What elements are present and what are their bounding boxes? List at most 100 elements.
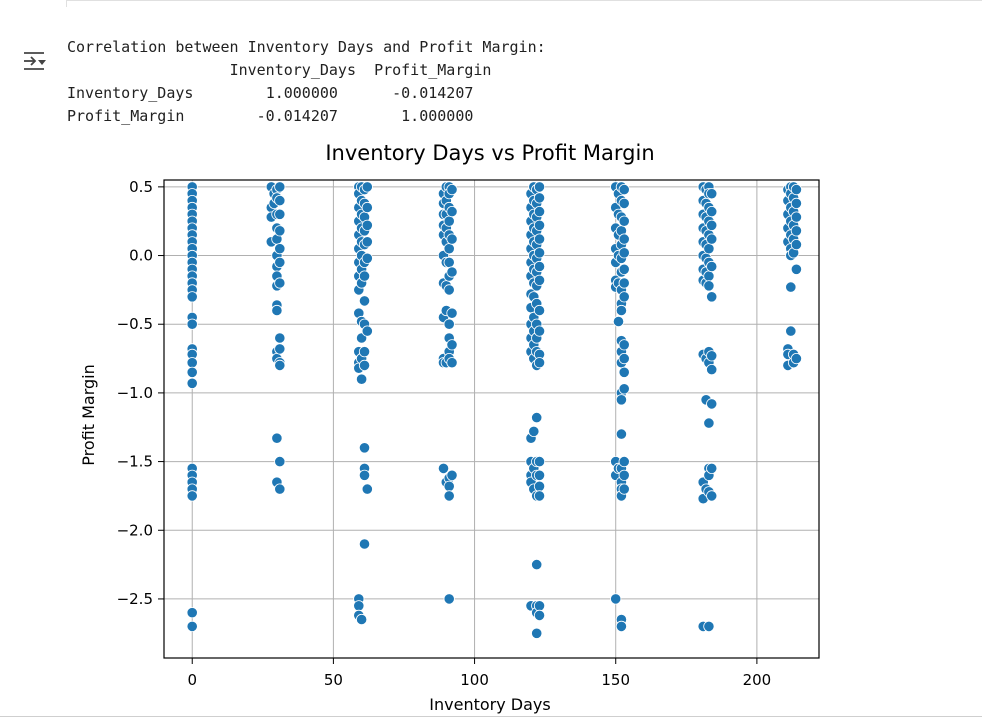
- data-point: [361, 201, 373, 214]
- data-point: [446, 469, 458, 481]
- data-point: [790, 225, 803, 237]
- data-point: [533, 325, 546, 337]
- data-point: [612, 315, 625, 328]
- data-point: [358, 538, 371, 550]
- x-tick-label: 0: [187, 671, 197, 689]
- data-point: [618, 277, 630, 289]
- data-point: [618, 247, 630, 259]
- table-col-header: Inventory_Days: [229, 61, 356, 79]
- data-point: [533, 192, 546, 204]
- data-point: [706, 188, 718, 200]
- data-point: [615, 304, 628, 317]
- data-point: [361, 236, 373, 248]
- data-point: [528, 425, 540, 437]
- data-point: [533, 233, 546, 245]
- data-point: [271, 304, 283, 317]
- data-point: [186, 607, 198, 619]
- y-tick-label: −0.5: [117, 315, 153, 333]
- data-point: [618, 197, 630, 209]
- data-point: [358, 270, 371, 282]
- data-point: [186, 490, 198, 502]
- data-point: [533, 490, 546, 502]
- data-point: [618, 352, 630, 365]
- data-point: [615, 394, 628, 406]
- y-axis-ticks: 0.5 0.0 −0.5 −1.0 −1.5 −2.0 −2.5: [117, 178, 164, 608]
- chart-title: Inventory Days vs Profit Margin: [325, 141, 654, 165]
- data-point: [271, 432, 283, 444]
- y-tick-label: 0.5: [129, 178, 153, 196]
- x-tick-label: 200: [743, 671, 772, 689]
- data-point: [533, 609, 546, 622]
- data-point: [446, 184, 458, 196]
- data-point: [533, 357, 546, 369]
- data-point: [274, 225, 286, 237]
- table-row-label: Inventory_Days: [67, 84, 194, 102]
- data-point: [706, 260, 718, 273]
- data-point: [785, 325, 797, 337]
- data-point: [533, 206, 546, 218]
- data-point: [353, 600, 365, 612]
- cell-top-border: [66, 0, 982, 7]
- data-point: [703, 270, 715, 282]
- data-point: [274, 243, 286, 255]
- data-point: [274, 483, 286, 495]
- data-point: [533, 181, 546, 193]
- data-point: [274, 332, 286, 344]
- data-point: [706, 490, 718, 502]
- table-row-label: Profit_Margin: [67, 107, 185, 125]
- data-point: [443, 480, 455, 492]
- chart-points: [186, 181, 803, 639]
- x-axis-label: Inventory Days: [429, 695, 550, 714]
- data-point: [618, 215, 630, 227]
- data-point: [790, 263, 803, 275]
- data-point: [443, 284, 455, 296]
- data-point: [358, 346, 371, 358]
- data-point: [790, 352, 803, 365]
- data-point: [531, 411, 543, 424]
- data-point: [615, 620, 628, 633]
- data-point: [703, 280, 715, 292]
- data-point: [790, 197, 803, 209]
- data-point: [446, 266, 458, 278]
- x-tick-label: 100: [460, 671, 489, 689]
- data-point: [703, 243, 715, 255]
- table-cell: -0.014207: [392, 84, 474, 102]
- data-point: [186, 318, 198, 330]
- y-tick-label: −1.5: [117, 453, 153, 471]
- data-point: [446, 307, 458, 319]
- data-point: [790, 211, 803, 223]
- output-collapse-icon[interactable]: [22, 49, 48, 75]
- plot-frame: [163, 179, 820, 659]
- data-point: [446, 206, 458, 218]
- x-tick-label: 150: [601, 671, 630, 689]
- y-tick-label: 0.0: [129, 247, 153, 265]
- data-point: [186, 291, 198, 303]
- table-col-header: Profit_Margin: [374, 61, 492, 79]
- data-point: [706, 462, 718, 474]
- y-axis-label: Profit Margin: [79, 364, 98, 465]
- y-tick-label: −2.5: [117, 590, 153, 608]
- data-point: [533, 247, 546, 259]
- data-point: [274, 208, 286, 220]
- data-point: [186, 357, 198, 369]
- chart-grid: [164, 180, 819, 658]
- data-point: [443, 593, 455, 605]
- table-cell: 1.000000: [401, 107, 474, 125]
- data-point: [274, 256, 286, 268]
- data-point: [531, 558, 543, 571]
- data-point: [618, 233, 630, 245]
- data-point: [533, 600, 546, 612]
- data-point: [274, 359, 286, 371]
- data-point: [274, 455, 286, 468]
- data-point: [274, 277, 286, 289]
- y-tick-label: −2.0: [117, 521, 153, 539]
- data-point: [790, 239, 803, 251]
- data-point: [443, 215, 455, 227]
- data-point: [358, 469, 371, 481]
- data-point: [618, 366, 630, 378]
- data-point: [361, 325, 373, 337]
- data-point: [706, 219, 718, 231]
- data-point: [533, 455, 546, 468]
- data-point: [618, 483, 630, 495]
